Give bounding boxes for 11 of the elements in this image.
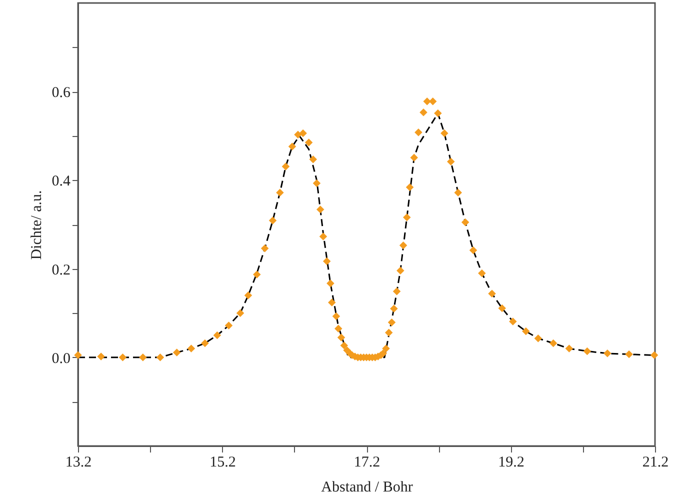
x-tick-label: 21.2 — [642, 454, 669, 470]
y-axis-title: Dichte/ a.u. — [28, 190, 45, 260]
y-tick-label: 0.4 — [52, 174, 71, 190]
x-tick-label: 19.2 — [498, 454, 524, 470]
x-tick-label: 17.2 — [354, 454, 380, 470]
y-tick-label: 0.0 — [52, 350, 70, 367]
x-axis-title: Abstand / Bohr — [321, 480, 413, 496]
x-tick-label: 13.2 — [65, 454, 92, 470]
x-tick-label: 15.2 — [210, 454, 236, 470]
y-tick-label: 0.2 — [52, 262, 70, 278]
y-tick-label: 0.6 — [52, 85, 71, 102]
